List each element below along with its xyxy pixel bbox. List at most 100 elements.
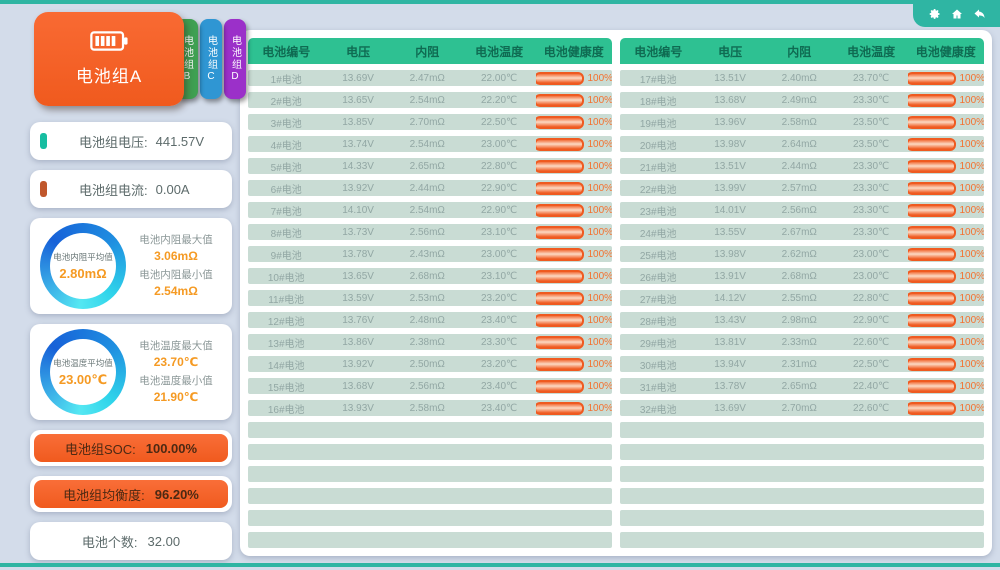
column-header: 电池编号 <box>262 44 311 59</box>
voltage-cell: 14.12V <box>714 292 746 304</box>
column-header: 电池温度 <box>847 44 896 59</box>
voltage-cell-icon <box>40 133 47 149</box>
battery-row: 10#电池 13.65V 2.68mΩ 23.10℃ 100% <box>248 268 612 284</box>
health-cell: 100% <box>535 181 612 195</box>
tab-battery-group-a[interactable]: 电池组A <box>34 12 184 106</box>
temperature-cell: 22.80℃ <box>853 292 890 304</box>
battery-row: 16#电池 13.93V 2.58mΩ 23.40℃ 100% <box>248 400 612 416</box>
health-percent: 100% <box>959 358 984 370</box>
battery-row: 24#电池 13.55V 2.67mΩ 23.30℃ 100% <box>620 224 984 240</box>
tab-battery-group-d[interactable]: 电池组D <box>224 19 246 99</box>
active-group-label: 电池组A <box>75 67 143 86</box>
battery-row: 11#电池 13.59V 2.53mΩ 23.20℃ 100% <box>248 290 612 306</box>
battery-id-cell: 30#电池 <box>639 360 677 372</box>
battery-row: 25#电池 13.98V 2.62mΩ 23.00℃ 100% <box>620 246 984 262</box>
battery-row: 26#电池 13.91V 2.68mΩ 23.00℃ 100% <box>620 268 984 284</box>
current-cell-icon <box>40 181 47 197</box>
health-cell: 100% <box>907 93 984 107</box>
health-bar <box>535 313 585 327</box>
voltage-cell: 13.69V <box>342 72 374 84</box>
column-header: 电压 <box>346 44 371 59</box>
temperature-min-value: 21.90℃ <box>153 390 199 404</box>
voltage-cell: 13.78V <box>342 248 374 260</box>
temperature-cell: 22.60℃ <box>853 336 890 348</box>
battery-id-cell: 12#电池 <box>267 316 305 328</box>
battery-row: 18#电池 13.68V 2.49mΩ 23.30℃ 100% <box>620 92 984 108</box>
empty-row <box>248 422 612 438</box>
battery-row: 20#电池 13.98V 2.64mΩ 23.50℃ 100% <box>620 136 984 152</box>
resistance-cell: 2.68mΩ <box>781 270 817 282</box>
tab-battery-group-c[interactable]: 电池组C <box>200 19 222 99</box>
temperature-cell: 23.10℃ <box>481 226 518 238</box>
empty-row <box>620 444 984 460</box>
health-percent: 100% <box>959 116 984 128</box>
temperature-cell: 23.30℃ <box>853 160 890 172</box>
resistance-cell: 2.53mΩ <box>409 292 445 304</box>
health-percent: 100% <box>587 182 612 194</box>
battery-id-cell: 2#电池 <box>270 96 302 108</box>
health-cell: 100% <box>907 115 984 129</box>
pack-current-value: 0.00A <box>155 181 190 197</box>
health-bar <box>907 313 957 327</box>
column-header: 内阻 <box>787 44 812 59</box>
temperature-cell: 23.20℃ <box>481 292 518 304</box>
settings-icon[interactable] <box>929 8 941 20</box>
voltage-cell: 13.55V <box>714 226 746 238</box>
health-percent: 100% <box>959 314 984 326</box>
resistance-cell: 2.58mΩ <box>409 402 445 414</box>
battery-id-cell: 10#电池 <box>267 272 305 284</box>
voltage-cell: 14.10V <box>342 204 374 216</box>
empty-row <box>248 488 612 504</box>
health-cell: 100% <box>535 291 612 305</box>
pack-voltage-value: 441.57V <box>155 133 205 149</box>
pack-current-label: 电池组电流: <box>79 182 148 198</box>
resistance-cell: 2.70mΩ <box>409 116 445 128</box>
temperature-cell: 22.50℃ <box>853 358 890 370</box>
resistance-cell: 2.44mΩ <box>781 160 817 172</box>
health-bar <box>535 247 585 261</box>
battery-row: 30#电池 13.94V 2.31mΩ 22.50℃ 100% <box>620 356 984 372</box>
battery-id-cell: 31#电池 <box>639 382 677 394</box>
resistance-cell: 2.40mΩ <box>781 72 817 84</box>
health-bar <box>535 291 585 305</box>
health-bar <box>907 247 957 261</box>
resistance-cell: 2.54mΩ <box>409 204 445 216</box>
battery-row: 27#电池 14.12V 2.55mΩ 22.80℃ 100% <box>620 290 984 306</box>
resistance-cell: 2.47mΩ <box>409 72 445 84</box>
health-percent: 100% <box>587 226 612 238</box>
battery-row: 9#电池 13.78V 2.43mΩ 23.00℃ 100% <box>248 246 612 262</box>
empty-row <box>248 466 612 482</box>
pack-voltage-card: 电池组电压: 441.57V <box>30 122 232 160</box>
battery-id-cell: 28#电池 <box>639 316 677 328</box>
battery-group-selector: 电池组A 电池组B 电池组C 电池组D <box>30 10 246 110</box>
back-icon[interactable] <box>973 8 986 20</box>
voltage-cell: 13.51V <box>714 72 746 84</box>
voltage-cell: 13.69V <box>714 402 746 414</box>
temperature-max-value: 23.70℃ <box>153 355 199 369</box>
resistance-gauge-card: 电池内阻平均值 2.80mΩ 电池内阻最大值 3.06mΩ 电池内阻最小值 2.… <box>30 218 232 314</box>
voltage-cell: 13.51V <box>714 160 746 172</box>
voltage-cell: 13.98V <box>714 248 746 260</box>
health-cell: 100% <box>535 203 612 217</box>
battery-id-cell: 5#电池 <box>270 162 302 174</box>
health-bar <box>535 181 585 195</box>
home-icon[interactable] <box>951 8 963 20</box>
voltage-cell: 13.59V <box>342 292 374 304</box>
voltage-cell: 13.78V <box>714 380 746 392</box>
health-bar <box>535 115 585 129</box>
health-bar <box>907 291 957 305</box>
resistance-min-value: 2.54mΩ <box>154 284 198 298</box>
voltage-cell: 13.76V <box>342 314 374 326</box>
resistance-cell: 2.68mΩ <box>409 270 445 282</box>
battery-row: 1#电池 13.69V 2.47mΩ 22.00℃ 100% <box>248 70 612 86</box>
battery-table-right: 电池编号 电压 内阻 电池温度 电池健康度 17#电池 13.51V 2.40mΩ 23.70℃… <box>620 38 984 548</box>
voltage-cell: 13.85V <box>342 116 374 128</box>
column-header: 电压 <box>718 44 743 59</box>
battery-tables-panel: 电池编号 电压 内阻 电池温度 电池健康度 1#电池 13.69V 2.47mΩ 22.00℃ 1… <box>240 30 992 556</box>
health-cell: 100% <box>907 357 984 371</box>
health-bar <box>535 401 585 415</box>
health-percent: 100% <box>587 270 612 282</box>
voltage-cell: 13.93V <box>342 402 374 414</box>
empty-row <box>620 466 984 482</box>
resistance-cell: 2.44mΩ <box>409 182 445 194</box>
